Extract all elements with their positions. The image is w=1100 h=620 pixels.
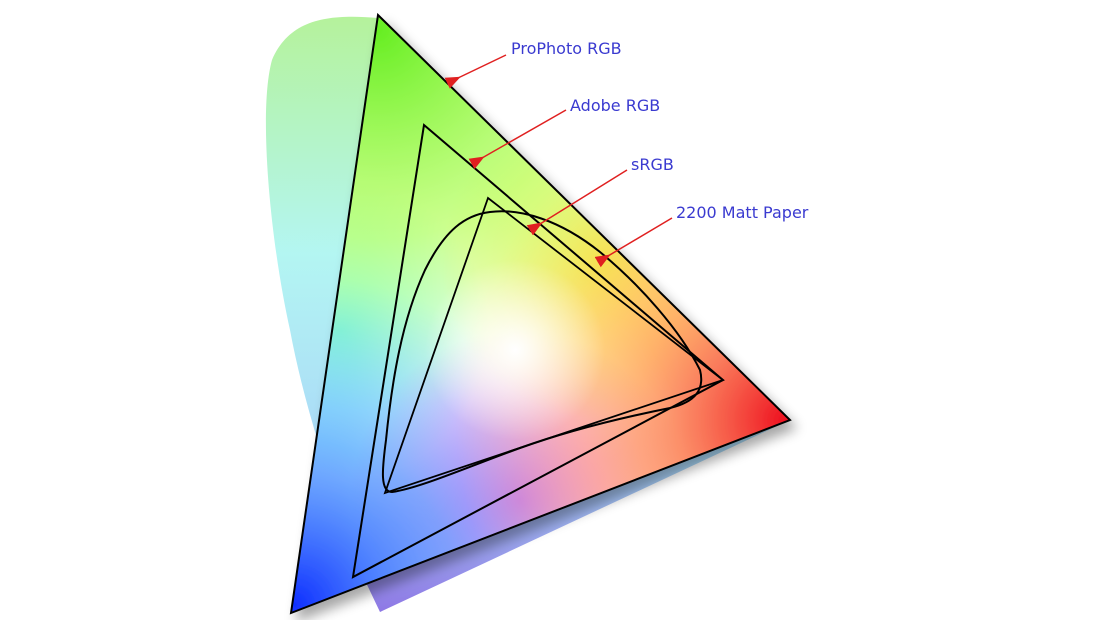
paper-arrow — [594, 217, 673, 268]
label-adobe: Adobe RGB — [570, 96, 660, 115]
label-srgb: sRGB — [631, 155, 674, 174]
label-paper: 2200 Matt Paper — [676, 203, 809, 222]
adobe-arrow — [468, 109, 567, 170]
prophoto-gamut — [289, 12, 792, 615]
prophoto-arrow — [444, 54, 507, 89]
adobe-rgb-gamut — [351, 123, 725, 579]
matt-paper-gamut — [381, 210, 703, 494]
label-prophoto: ProPhoto RGB — [511, 39, 622, 58]
srgb-arrow — [526, 169, 628, 236]
